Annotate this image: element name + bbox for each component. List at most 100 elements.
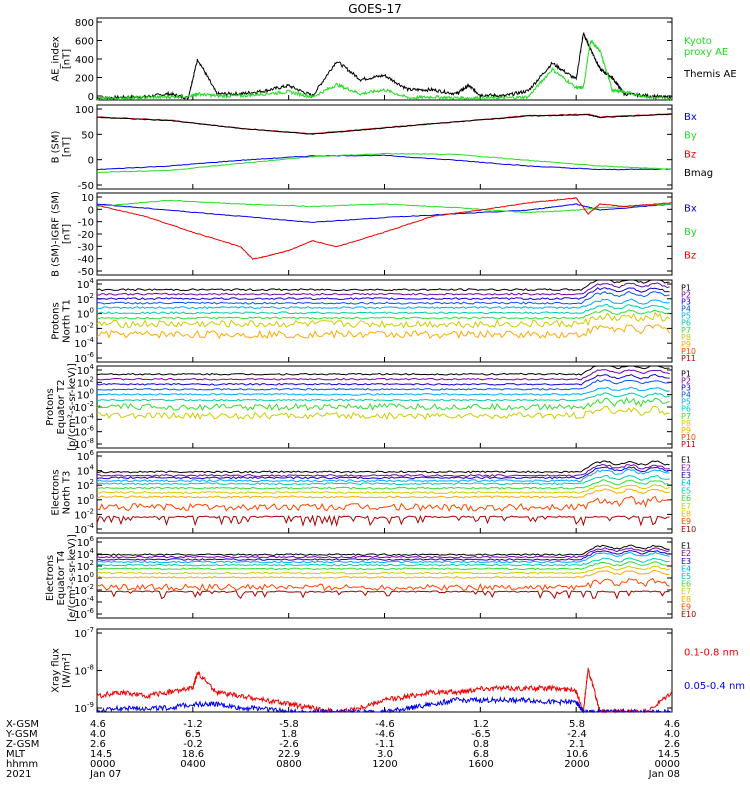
panel-frame bbox=[96, 104, 673, 190]
series-line bbox=[96, 550, 670, 561]
series-line bbox=[96, 468, 670, 483]
legend-entry: Bx bbox=[684, 204, 697, 215]
series-line bbox=[96, 495, 670, 512]
y-tick-label: 10-4 bbox=[74, 522, 94, 536]
orbit-value: 4.0 bbox=[664, 729, 680, 740]
legend-entry: E9 bbox=[681, 517, 691, 526]
y-tick-label: 10-2 bbox=[74, 507, 94, 521]
orbit-value: 2.6 bbox=[90, 739, 106, 750]
y-axis-label: [nT] bbox=[62, 137, 73, 157]
legend-entry: P2 bbox=[681, 290, 691, 299]
orbit-row-label: hhmm bbox=[6, 759, 38, 770]
legend-entry: P10 bbox=[681, 433, 696, 442]
legend-entry: Themis AE bbox=[683, 69, 737, 80]
legend-entry: Bx bbox=[684, 112, 697, 123]
y-axis-label: Protons bbox=[51, 302, 62, 339]
y-tick-label: 600 bbox=[75, 37, 94, 48]
series-line bbox=[96, 396, 670, 412]
legend-entry: E3 bbox=[681, 471, 691, 480]
legend-entry: E6 bbox=[681, 494, 691, 503]
orbit-value: 6.5 bbox=[185, 729, 201, 740]
y-tick-label: 10-4 bbox=[74, 336, 94, 350]
orbit-value: -4.6 bbox=[375, 719, 395, 730]
orbit-value: 1.8 bbox=[281, 729, 297, 740]
y-tick-label: 100 bbox=[75, 105, 94, 116]
orbit-row-label: Y-GSM bbox=[5, 729, 38, 740]
series-line bbox=[96, 324, 671, 340]
orbit-row-label: MLT bbox=[6, 749, 26, 760]
series-line bbox=[96, 488, 670, 499]
legend-entry: E4 bbox=[681, 479, 691, 488]
legend-entry: P11 bbox=[681, 440, 696, 449]
orbit-value: -0.2 bbox=[183, 739, 203, 750]
orbit-row-label: Z-GSM bbox=[6, 739, 39, 750]
series-line bbox=[96, 466, 670, 480]
y-axis-label: Equator T4 bbox=[56, 551, 67, 606]
legend-entry: P1 bbox=[681, 283, 691, 292]
legend-entry: P2 bbox=[681, 376, 691, 385]
series-line bbox=[96, 113, 673, 135]
legend-entry: proxy AE bbox=[684, 47, 728, 58]
y-axis-label: B (SM)-IGRF (SM) bbox=[51, 191, 62, 277]
legend-entry: 0.1-0.8 nm bbox=[684, 648, 739, 659]
orbit-value: Jan 08 bbox=[648, 769, 680, 780]
legend-entry: P3 bbox=[681, 383, 691, 392]
y-axis-label: [W/m²] bbox=[62, 653, 73, 688]
legend-entry: Kyoto bbox=[684, 36, 712, 47]
orbit-value: 4.0 bbox=[90, 729, 106, 740]
panel-3: 100 -10-20-30 -40-50 B (SM)-IGRF (SM) [nT] Bx… bbox=[51, 191, 697, 278]
orbit-value: 3.0 bbox=[377, 749, 393, 760]
series-line bbox=[96, 311, 670, 329]
series-line bbox=[96, 113, 673, 135]
series-line bbox=[96, 373, 670, 386]
y-tick-label: 106 bbox=[77, 449, 95, 463]
y-tick-label: 50 bbox=[81, 130, 94, 141]
y-axis-label: [e/(cm²-s-sr-keV)] bbox=[67, 534, 78, 622]
orbit-value: 2000 bbox=[564, 759, 589, 770]
panel-frame bbox=[96, 17, 673, 101]
series-line bbox=[96, 484, 670, 494]
legend-entry: P7 bbox=[681, 412, 691, 421]
series-line bbox=[96, 379, 670, 391]
series-line bbox=[96, 561, 670, 571]
y-tick-label: 10-8 bbox=[74, 664, 94, 678]
orbit-value: 22.9 bbox=[278, 749, 300, 760]
y-tick-label: 0 bbox=[88, 156, 94, 167]
y-tick-label: -30 bbox=[78, 242, 94, 253]
y-tick-label: 800 bbox=[75, 18, 94, 29]
series-line bbox=[96, 154, 673, 171]
orbit-value: 14.5 bbox=[90, 749, 112, 760]
panel-frame bbox=[96, 192, 673, 276]
y-axis-label: Xray flux bbox=[51, 648, 62, 693]
series-line bbox=[96, 32, 673, 101]
orbit-value: 1600 bbox=[468, 759, 493, 770]
legend-entry: P3 bbox=[681, 297, 691, 306]
orbit-value: -1.1 bbox=[375, 739, 395, 750]
series-line bbox=[96, 547, 670, 559]
legend-entry: E9 bbox=[681, 602, 691, 611]
y-tick-label: 100 bbox=[77, 493, 94, 507]
orbit-value: 5.8 bbox=[569, 719, 585, 730]
legend-entry: P5 bbox=[681, 312, 691, 321]
y-tick-label: 10-2 bbox=[74, 321, 94, 335]
legend-entry: E5 bbox=[681, 486, 691, 495]
orbit-value: 4.6 bbox=[664, 719, 680, 730]
orbit-value: 1200 bbox=[372, 759, 397, 770]
series-line bbox=[96, 203, 673, 223]
orbit-value: -6.5 bbox=[471, 729, 491, 740]
orbit-value: 2.6 bbox=[664, 739, 680, 750]
legend-entry: Bmag bbox=[684, 168, 713, 179]
series-line bbox=[96, 667, 672, 714]
orbit-value: 0000 bbox=[655, 759, 680, 770]
legend-entry: P6 bbox=[681, 319, 691, 328]
legend-entry: P9 bbox=[681, 426, 691, 435]
series-line bbox=[96, 39, 673, 102]
y-tick-label: 0 bbox=[88, 92, 94, 103]
series-line bbox=[96, 279, 670, 292]
panel-2: 100 50 0 -50 B (SM) [nT] Bx By Bz Bmag bbox=[51, 104, 713, 192]
legend-entry: P4 bbox=[681, 391, 691, 400]
series-line bbox=[96, 569, 670, 579]
